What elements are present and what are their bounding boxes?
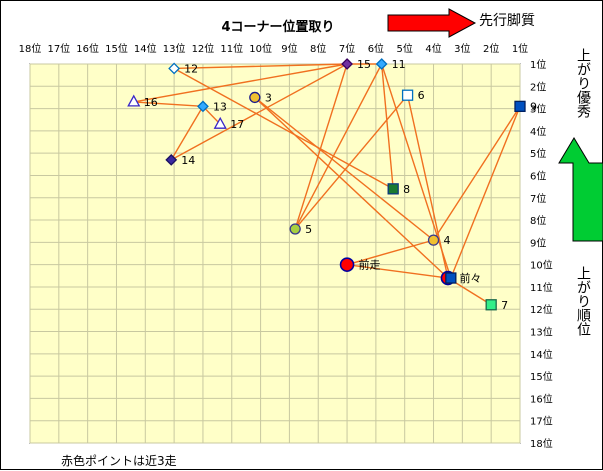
point-label: 13 — [213, 100, 227, 113]
x-arrow-label: 先行脚質 — [479, 13, 535, 29]
point-circle — [289, 223, 301, 235]
footnote: 赤色ポイントは近3走 — [61, 454, 177, 468]
point-square — [387, 183, 399, 195]
x-tick-label: 17位 — [47, 42, 70, 55]
y-tick-label: 9位 — [530, 236, 546, 249]
y-tick-label: 4位 — [530, 125, 546, 138]
y-tick-label: 5位 — [530, 147, 546, 160]
y-tick-label: 2位 — [530, 80, 546, 93]
connection-line — [294, 63, 348, 230]
point-triangle — [127, 94, 141, 107]
point-diamond — [375, 58, 388, 70]
recent-race-point — [339, 257, 355, 272]
connection-line — [346, 239, 434, 266]
grid-lines — [29, 63, 521, 444]
point-label: 14 — [181, 154, 195, 167]
point-label: 5 — [305, 223, 312, 236]
y-tick-label: 11位 — [530, 281, 553, 294]
chart-title: 4コーナー位置取り — [221, 19, 334, 35]
x-tick-label: 1位 — [512, 42, 528, 55]
x-tick-label: 9位 — [281, 42, 297, 55]
y-tick-label: 8位 — [530, 214, 546, 227]
x-tick-label: 3位 — [454, 42, 470, 55]
y-tick-label: 1位 — [530, 58, 546, 71]
point-label: 6 — [418, 89, 425, 102]
point-label: 8 — [403, 183, 410, 196]
x-tick-label: 15位 — [105, 42, 128, 55]
x-tick-label: 8位 — [310, 42, 326, 55]
point-square — [485, 299, 497, 311]
y-arrow-label: 上がり優秀 — [575, 48, 591, 119]
y-side-label: 上がり順位 — [575, 266, 591, 336]
green-arrow-icon — [558, 137, 603, 242]
x-tick-label: 14位 — [134, 42, 157, 55]
connection-line — [294, 94, 409, 230]
y-tick-label: 7位 — [530, 192, 546, 205]
connection-line — [450, 106, 521, 279]
x-tick-label: 10位 — [249, 42, 272, 55]
point-triangle — [213, 116, 227, 129]
point-label: 12 — [184, 62, 198, 75]
x-tick-label: 16位 — [76, 42, 99, 55]
x-tick-label: 11位 — [220, 42, 243, 55]
y-axis-ticks: 1位 2位 3位 4位 5位 6位 7位 8位 9位 10位 11位 12位 13位 14位 15位 16位 1… — [530, 58, 553, 450]
point-label: 16 — [144, 96, 158, 109]
x-axis-ticks: 18位 17位 16位 15位 14位 13位 12位 11位 10位 9位 8位 7位 6位 5位 4位 3… — [19, 42, 529, 55]
point-label: 9 — [530, 100, 537, 113]
connection-line — [254, 96, 449, 279]
connection-line — [380, 63, 452, 279]
point-diamond — [341, 58, 353, 70]
point-label: 7 — [501, 299, 508, 312]
point-diamond — [168, 62, 181, 75]
y-tick-label: 12位 — [530, 303, 553, 316]
y-tick-label: 18位 — [530, 437, 553, 450]
connection-line — [174, 63, 348, 70]
point-diamond — [165, 153, 178, 166]
x-tick-label: 2位 — [483, 42, 499, 55]
x-tick-label: 13位 — [163, 42, 186, 55]
x-tick-label: 5位 — [397, 42, 413, 55]
y-tick-label: 17位 — [530, 415, 553, 428]
y-tick-label: 6位 — [530, 169, 546, 182]
point-label: 前走 — [359, 258, 381, 272]
connection-line — [133, 101, 203, 108]
connection-line — [133, 63, 348, 103]
point-label: 11 — [392, 58, 406, 71]
connection-line — [170, 63, 348, 161]
y-tick-label: 13位 — [530, 326, 553, 339]
point-square — [514, 100, 526, 113]
point-label: 3 — [265, 91, 272, 104]
point-circle — [427, 234, 440, 246]
connection-line — [170, 106, 204, 161]
connection-line — [254, 96, 434, 241]
x-tick-label: 6位 — [368, 42, 384, 55]
y-tick-label: 3位 — [530, 103, 546, 116]
point-label: 前々 — [459, 271, 481, 285]
y-tick-label: 14位 — [530, 348, 553, 361]
connection-line — [432, 105, 521, 241]
x-tick-label: 18位 — [19, 42, 42, 55]
point-label: 4 — [444, 234, 451, 247]
red-arrow-icon — [387, 8, 477, 38]
connection-line — [294, 63, 383, 230]
y-tick-label: 10位 — [530, 259, 553, 272]
connection-line — [380, 63, 394, 189]
point-diamond — [197, 100, 209, 113]
x-tick-label: 4位 — [425, 42, 441, 55]
point-label: 15 — [357, 58, 371, 71]
connection-line — [346, 263, 449, 279]
point-square — [401, 89, 414, 101]
point-label: 17 — [230, 118, 244, 131]
y-tick-label: 15位 — [530, 370, 553, 383]
point-circle — [249, 91, 261, 104]
plot-area — [29, 63, 521, 444]
x-tick-label: 7位 — [339, 42, 355, 55]
y-tick-label: 16位 — [530, 392, 553, 405]
x-tick-label: 12位 — [192, 42, 215, 55]
point-square — [445, 272, 457, 284]
